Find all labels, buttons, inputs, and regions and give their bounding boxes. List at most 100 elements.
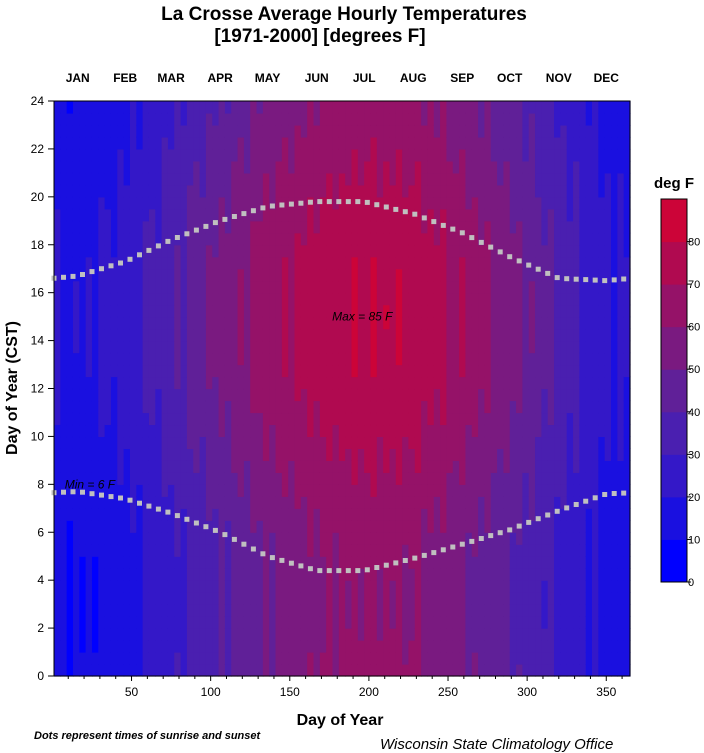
heatmap-cell <box>281 352 289 366</box>
heatmap-cell <box>484 472 492 485</box>
heatmap-cell <box>528 232 536 246</box>
heatmap-cell <box>465 220 473 234</box>
heatmap-cell <box>294 640 302 653</box>
heatmap-cell <box>604 292 612 306</box>
heatmap-cell <box>110 400 118 414</box>
heatmap-cell <box>427 352 435 366</box>
heatmap-cell <box>592 508 599 521</box>
heatmap-cell <box>459 292 467 306</box>
heatmap-cell <box>262 496 270 509</box>
heatmap-cell <box>516 460 523 473</box>
heatmap-cell <box>579 220 587 234</box>
heatmap-cell <box>136 520 144 533</box>
heatmap-cell <box>224 292 232 306</box>
heatmap-cell <box>585 364 593 378</box>
heatmap-cell <box>351 376 359 390</box>
heatmap-cell <box>433 436 441 449</box>
heatmap-cell <box>522 220 530 234</box>
heatmap-cell <box>307 520 315 533</box>
heatmap-cell <box>275 124 283 138</box>
heatmap-cell <box>117 616 125 629</box>
heatmap-cell <box>180 148 188 162</box>
y-tick-label: 4 <box>37 573 44 587</box>
heatmap-cell <box>243 328 251 342</box>
heatmap-cell <box>91 580 99 593</box>
heatmap-cell <box>110 256 118 270</box>
heatmap-cell <box>484 640 492 653</box>
heatmap-cell <box>471 604 479 617</box>
heatmap-cell <box>535 172 542 186</box>
sunset-dot <box>99 266 104 272</box>
heatmap-cell <box>231 328 239 342</box>
heatmap-cell <box>617 568 625 581</box>
heatmap-cell <box>262 328 270 342</box>
heatmap-cell <box>490 256 498 270</box>
heatmap-cell <box>598 352 606 366</box>
heatmap-cell <box>408 472 416 485</box>
heatmap-cell <box>237 520 245 533</box>
y-tick-label: 2 <box>37 621 44 635</box>
heatmap-cell <box>383 556 391 569</box>
heatmap-cell <box>243 184 251 198</box>
heatmap-cell <box>262 101 270 114</box>
heatmap-cell <box>110 316 118 330</box>
heatmap-cell <box>560 160 568 174</box>
heatmap-cell <box>389 520 397 533</box>
heatmap-cell <box>123 244 131 258</box>
heatmap-cell <box>332 184 340 198</box>
heatmap-cell <box>110 628 118 641</box>
heatmap-cell <box>199 256 207 270</box>
heatmap-cell <box>269 616 277 629</box>
heatmap-cell <box>617 352 625 366</box>
heatmap-cell <box>142 556 150 569</box>
heatmap-cell <box>218 196 226 210</box>
heatmap-cell <box>91 268 99 282</box>
heatmap-cell <box>237 400 245 414</box>
heatmap-cell <box>490 604 498 617</box>
heatmap-cell <box>376 400 384 414</box>
heatmap-cell <box>79 316 87 330</box>
heatmap-cell <box>452 280 460 294</box>
heatmap-cell <box>110 196 118 210</box>
heatmap-cell <box>573 484 580 497</box>
heatmap-cell <box>617 280 625 294</box>
heatmap-cell <box>91 652 99 665</box>
heatmap-cell <box>427 124 435 138</box>
heatmap-cell <box>566 556 574 569</box>
heatmap-cell <box>300 352 308 366</box>
heatmap-cell <box>459 664 467 677</box>
heatmap-cell <box>598 388 606 402</box>
heatmap-cell <box>256 208 264 222</box>
heatmap-cell <box>446 160 454 174</box>
sun-dots <box>51 199 627 574</box>
heatmap-cell <box>604 148 612 162</box>
heatmap-cell <box>186 580 194 593</box>
heatmap-cell <box>364 448 372 461</box>
heatmap-cell <box>471 148 479 162</box>
heatmap-cell <box>66 484 74 497</box>
heatmap-cell <box>573 112 580 126</box>
heatmap-cell <box>433 556 441 569</box>
heatmap-cell <box>351 112 359 126</box>
heatmap-cell <box>376 196 384 210</box>
heatmap-cell <box>129 592 137 605</box>
heatmap-cell <box>516 436 523 449</box>
heatmap-cell <box>516 400 523 414</box>
heatmap-cell <box>136 460 144 473</box>
heatmap-cell <box>218 292 226 306</box>
heatmap-cell <box>547 628 555 641</box>
heatmap-cell <box>535 508 542 521</box>
heatmap-cell <box>617 652 625 665</box>
heatmap-cell <box>224 424 232 438</box>
heatmap-cell <box>611 652 618 665</box>
heatmap-cell <box>91 640 99 653</box>
heatmap-cell <box>452 556 460 569</box>
heatmap-cell <box>427 388 435 402</box>
heatmap-cell <box>522 101 530 114</box>
heatmap-cell <box>604 328 612 342</box>
heatmap-cell <box>174 112 182 126</box>
heatmap-cell <box>446 532 454 545</box>
heatmap-cell <box>535 340 542 354</box>
heatmap-cell <box>389 268 397 282</box>
heatmap-cell <box>497 148 505 162</box>
